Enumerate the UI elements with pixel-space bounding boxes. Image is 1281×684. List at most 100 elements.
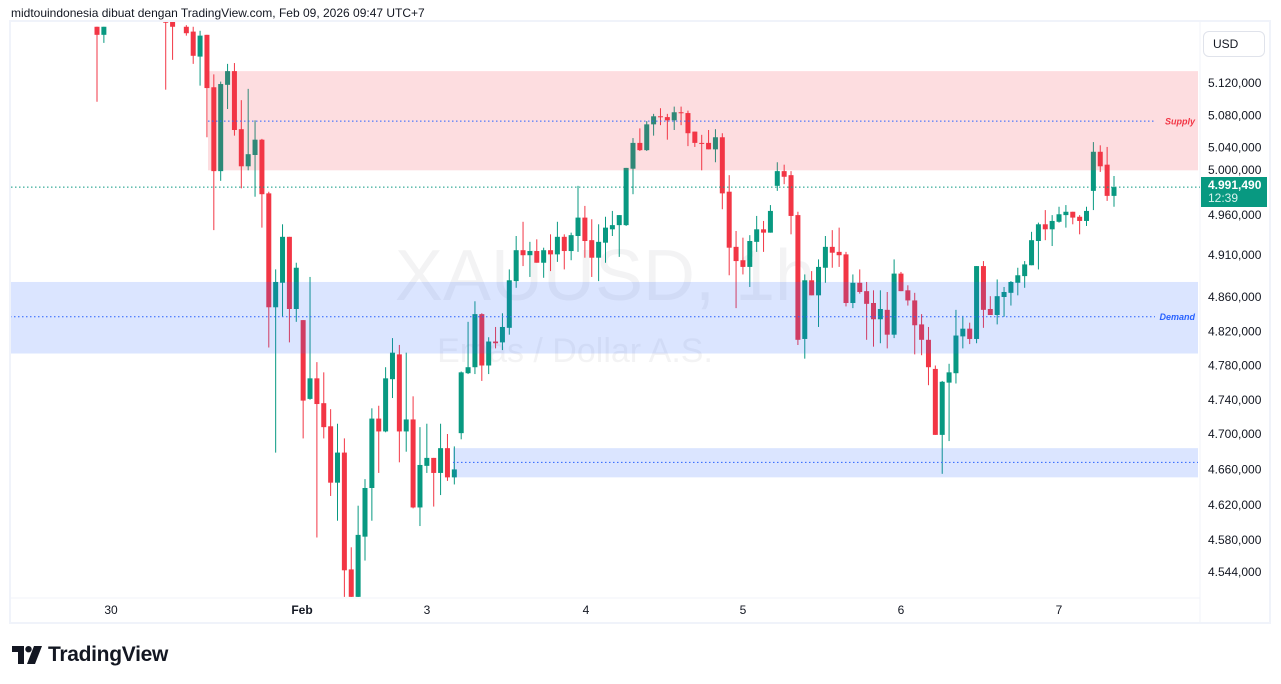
currency-button[interactable]: USD <box>1203 31 1265 57</box>
candle <box>596 224 602 282</box>
candle <box>259 138 265 228</box>
candle-body <box>286 236 292 309</box>
candle <box>603 216 608 263</box>
candle <box>389 338 395 399</box>
candle-body <box>451 469 457 478</box>
chart-attribution: midtouindonesia dibuat dengan TradingVie… <box>11 6 425 20</box>
candle <box>836 227 842 267</box>
candle-body <box>637 142 643 151</box>
candle-body <box>273 281 279 308</box>
candle-body <box>609 225 615 230</box>
candle-body <box>712 137 718 150</box>
candle <box>1077 215 1083 235</box>
candle <box>293 262 299 322</box>
candle-body <box>850 282 856 303</box>
time-axis[interactable]: 30 Feb 3 4 5 6 7 <box>104 603 1062 617</box>
candle-body <box>843 254 849 303</box>
candle <box>362 479 368 561</box>
candle <box>341 438 347 597</box>
candlestick-chart[interactable]: XAUUSD, 1h Emas / Dollar A.S. SupplyDema… <box>0 0 1281 640</box>
candle <box>280 224 286 317</box>
candle-body <box>761 229 767 233</box>
candle-body <box>767 210 773 233</box>
candle <box>1015 267 1021 296</box>
candle <box>266 191 272 348</box>
zone-supply: Supply <box>208 71 1198 171</box>
candle-body <box>1001 291 1007 297</box>
candle <box>706 129 712 150</box>
candle-body <box>651 116 657 125</box>
time-tick-label: 7 <box>1056 603 1063 617</box>
candle-body <box>1049 220 1055 230</box>
candle <box>712 129 718 163</box>
time-tick-label: 30 <box>104 603 118 617</box>
candle-body <box>389 352 395 380</box>
candle <box>513 235 519 288</box>
candle <box>1063 205 1069 228</box>
candle-body <box>486 341 492 366</box>
candle <box>843 251 849 307</box>
zone-demand: Demand <box>11 281 1198 354</box>
candle-body <box>1084 210 1090 221</box>
candle <box>534 239 540 263</box>
candle-body <box>204 34 210 89</box>
candle <box>877 290 883 344</box>
candle <box>609 210 615 236</box>
last-price-label: 4.991,490 12:39 <box>1201 177 1267 207</box>
candle-body <box>431 457 437 473</box>
candle-body <box>664 117 670 121</box>
candle-body <box>925 339 931 368</box>
candle <box>829 230 835 268</box>
candle <box>252 120 258 197</box>
candle-body <box>816 266 822 296</box>
candle <box>767 205 773 233</box>
candle-body <box>699 142 705 144</box>
candle <box>1042 210 1048 241</box>
candle <box>486 337 492 375</box>
candle <box>314 362 320 538</box>
candle-body <box>967 328 973 339</box>
candle <box>218 81 224 181</box>
candle <box>273 269 279 453</box>
zone-demand-lower <box>453 448 1198 478</box>
candle <box>238 100 244 189</box>
candle-body <box>685 113 691 134</box>
candle-body <box>1077 216 1083 221</box>
candle-body <box>231 71 237 130</box>
candle-body <box>369 418 375 488</box>
candle <box>1090 142 1096 211</box>
last-price-value: 4.991,490 <box>1208 178 1262 192</box>
candle <box>946 363 952 442</box>
candle <box>816 259 822 327</box>
candle-body <box>1029 240 1035 266</box>
candle <box>300 320 306 439</box>
candle-body <box>506 280 512 328</box>
candle-body <box>1022 264 1028 277</box>
candle <box>939 380 945 474</box>
candle <box>726 175 732 276</box>
candle-body <box>980 266 986 310</box>
candle-body <box>252 139 258 155</box>
candle <box>788 171 794 235</box>
bar-countdown: 12:39 <box>1208 191 1239 205</box>
zone-box <box>11 281 1198 354</box>
price-tick-label: 5.120,000 <box>1208 76 1262 90</box>
candles-layer <box>11 22 1200 597</box>
tradingview-logo[interactable]: TradingView <box>12 643 168 667</box>
candle-body <box>788 175 794 216</box>
candle-body <box>802 280 808 339</box>
price-tick-label: 5.040,000 <box>1208 141 1262 155</box>
candle <box>1111 175 1117 207</box>
candle <box>754 215 760 252</box>
candle-body <box>1063 211 1069 216</box>
candle-body <box>444 448 450 478</box>
candle <box>438 423 444 496</box>
candle-body <box>1056 214 1062 222</box>
candle-body <box>733 246 739 262</box>
price-tick-label: 4.960,000 <box>1208 208 1262 222</box>
candle-body <box>630 142 636 169</box>
candle <box>506 269 512 335</box>
candle <box>774 162 780 191</box>
candle-body <box>293 267 299 309</box>
price-axis[interactable]: 5.120,000 5.080,000 5.040,000 5.000,000 4.96… <box>1208 76 1262 579</box>
